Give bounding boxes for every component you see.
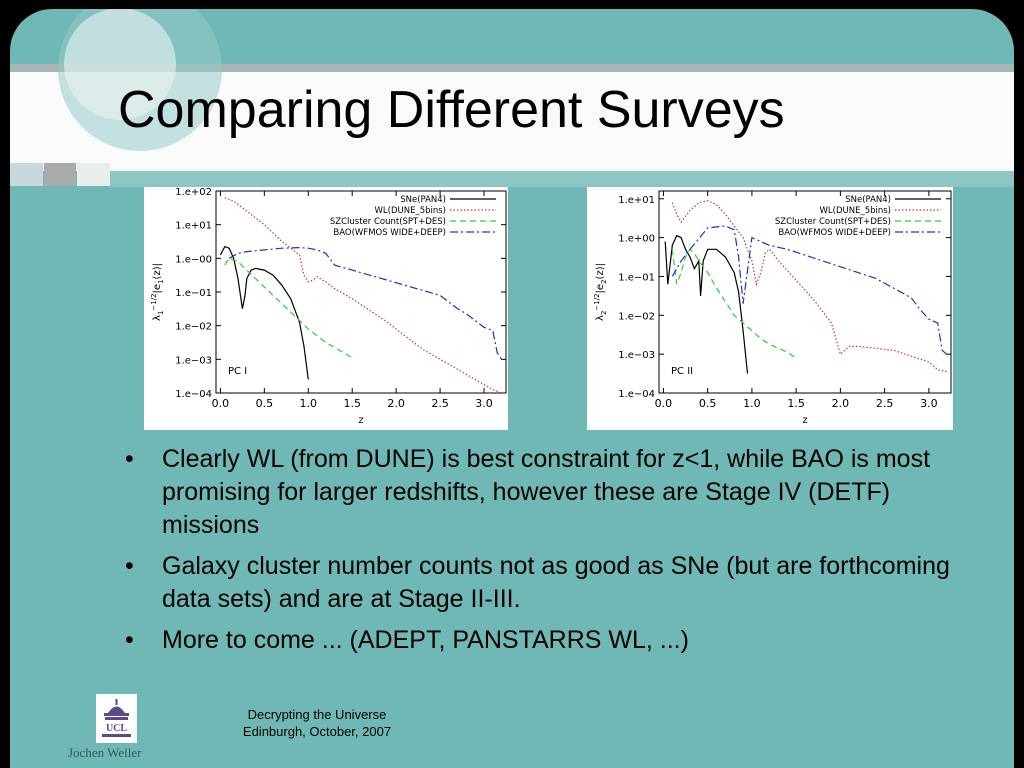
y-axis-label-part: (z)| xyxy=(595,263,606,279)
y-tick-label: 1.e−02 xyxy=(618,311,655,322)
panel-label: PC I xyxy=(228,366,247,377)
chart-pc2: 0.0 0.5 1.0 1.5 2.0 2.5 3.0 1.e+01 1.e+00 1.e−01 1… xyxy=(587,187,953,430)
bullet-item: • Galaxy cluster number counts not as goo… xyxy=(125,550,985,616)
series-group xyxy=(219,197,503,393)
x-tick-label: 1.0 xyxy=(743,397,761,410)
x-tick-label: 2.0 xyxy=(832,397,850,410)
logo-text: UCL xyxy=(106,723,127,734)
bullet-item: • More to come ... (ADEPT, PANSTARRS WL, … xyxy=(125,624,985,657)
y-axis-label-part: −1/2 xyxy=(593,293,601,310)
background-art xyxy=(10,9,1014,187)
bullet-symbol: • xyxy=(125,626,134,654)
y-axis-label-part: 2 xyxy=(600,311,608,315)
series-line xyxy=(664,234,749,374)
y-axis-label-part: (z)| xyxy=(152,263,163,279)
x-tick-label: 0.5 xyxy=(699,397,717,410)
decor-circle-small xyxy=(64,9,176,120)
y-axis-label-part: 1 xyxy=(157,311,165,315)
panel-label: PC II xyxy=(671,366,693,377)
y-tick-label: 1.e−04 xyxy=(618,389,655,400)
y-tick-label: 1.e−03 xyxy=(618,350,655,361)
bullet-symbol: • xyxy=(125,445,134,473)
y-axis-label-part: 1 xyxy=(157,279,165,283)
series-group xyxy=(664,200,947,374)
x-tick-label: 0.0 xyxy=(655,397,673,410)
y-axis-label-part: |e xyxy=(152,284,163,294)
decor-square-light xyxy=(10,163,43,186)
series-line xyxy=(224,197,502,393)
x-axis-label: z xyxy=(802,415,807,426)
plot-frame xyxy=(658,190,952,394)
x-tick-label: 1.5 xyxy=(343,397,361,410)
y-tick-label: 1.e+02 xyxy=(175,187,212,198)
y-axis-label-part: −1/2 xyxy=(150,293,158,310)
bullet-list: • Clearly WL (from DUNE) is best constrai… xyxy=(125,443,985,665)
legend-label: SZCluster Count(SPT+DES) xyxy=(330,217,446,227)
dome-icon xyxy=(104,706,129,716)
series-line xyxy=(671,225,947,355)
series-line xyxy=(671,200,947,373)
series-line xyxy=(224,257,353,359)
y-tick-label: 1.e−03 xyxy=(175,355,212,366)
y-axis-label: λ2−1/2|e2(z)| xyxy=(593,263,608,321)
decor-square-white xyxy=(77,163,110,186)
y-tick-label: 1.e+01 xyxy=(175,221,212,232)
decor-band xyxy=(110,171,1014,187)
y-tick-label: 1.e−04 xyxy=(175,389,212,400)
legend-label: SZCluster Count(SPT+DES) xyxy=(775,217,891,227)
series-line xyxy=(219,245,309,380)
bullet-text: More to come ... (ADEPT, PANSTARRS WL, .… xyxy=(162,626,689,654)
series-line xyxy=(228,246,503,360)
footer-line-2: Edinburgh, October, 2007 xyxy=(242,724,392,739)
decor-square-gray xyxy=(44,163,76,186)
x-tick-label: 0.0 xyxy=(212,397,230,410)
y-tick-label: 1.e−00 xyxy=(175,254,212,265)
x-tick-label: 2.5 xyxy=(431,397,449,410)
slide-title: Comparing Different Surveys xyxy=(118,81,785,139)
series-line xyxy=(671,248,797,359)
x-tick-label: 1.0 xyxy=(300,397,318,410)
x-tick-label: 2.0 xyxy=(387,397,405,410)
legend-label: BAO(WFMOS WIDE+DEEP) xyxy=(778,228,891,238)
author-name: Jochen Weller xyxy=(68,745,142,760)
ucl-logo: UCL xyxy=(96,694,137,743)
x-tick-label: 1.5 xyxy=(787,397,805,410)
y-tick-label: 1.e+00 xyxy=(618,234,655,245)
y-tick-label: 1.e−01 xyxy=(175,288,212,299)
bullet-text: Clearly WL (from DUNE) is best constrain… xyxy=(162,445,931,539)
legend-label: SNe(PAN4) xyxy=(400,195,446,205)
legend-label: WL(DUNE_5bins) xyxy=(375,206,447,216)
y-tick-label: 1.e−01 xyxy=(618,272,655,283)
x-axis-label: z xyxy=(358,415,363,426)
footer: Decrypting the Universe Edinburgh, Octob… xyxy=(212,706,422,740)
bullet-item: • Clearly WL (from DUNE) is best constrai… xyxy=(125,443,985,542)
legend-label: BAO(WFMOS WIDE+DEEP) xyxy=(333,228,446,238)
chart-pc1: 0.0 0.5 1.0 1.5 2.0 2.5 3.0 1.e+02 1.e+01 1.e−00 1… xyxy=(144,187,508,430)
x-tick-label: 3.0 xyxy=(475,397,493,410)
bullet-text: Galaxy cluster number counts not as good… xyxy=(162,552,950,613)
y-axis-label-part: |e xyxy=(595,284,606,294)
y-axis-label-part: λ xyxy=(152,315,163,321)
x-tick-label: 3.0 xyxy=(920,397,938,410)
gray-strip xyxy=(10,64,1014,72)
y-axis-label: λ1−1/2|e1(z)| xyxy=(150,263,165,321)
bullet-symbol: • xyxy=(125,552,134,580)
legend-label: WL(DUNE_5bins) xyxy=(820,206,892,216)
y-tick-label: 1.e−02 xyxy=(175,322,212,333)
y-tick-label: 1.e+01 xyxy=(618,195,655,206)
x-tick-label: 0.5 xyxy=(256,397,273,410)
legend-label: SNe(PAN4) xyxy=(845,195,891,205)
footer-line-1: Decrypting the Universe xyxy=(247,707,387,722)
y-axis-label-part: 2 xyxy=(600,279,608,283)
x-tick-label: 2.5 xyxy=(876,397,894,410)
y-axis-label-part: λ xyxy=(595,315,606,321)
